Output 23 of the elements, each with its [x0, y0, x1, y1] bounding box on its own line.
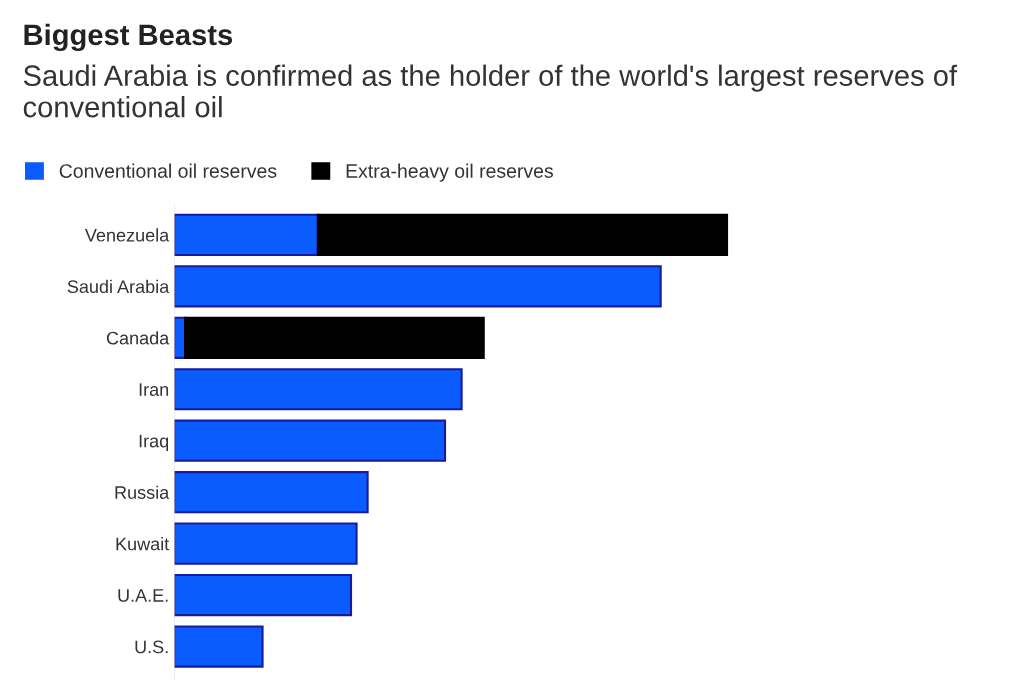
legend-label: Extra-heavy oil reserves	[346, 163, 553, 182]
bar	[174, 471, 369, 514]
y-tick-label: Saudi Arabia	[67, 279, 170, 294]
y-tick-label: U.S.	[135, 640, 168, 654]
chart-subtitle: Saudi Arabia is confirmed as the holder of the world's largest reserves of conventional oil	[23, 64, 958, 118]
bar	[174, 213, 319, 256]
bar	[174, 265, 662, 308]
y-tick-label: Iran	[139, 383, 169, 396]
bar	[174, 368, 463, 411]
bar	[174, 419, 447, 462]
y-tick-label: U.A.E.	[118, 589, 168, 602]
y-tick-label: Canada	[106, 331, 170, 345]
bar	[174, 625, 264, 668]
y-tick-label: Iraq	[139, 434, 169, 451]
bar	[316, 213, 729, 256]
bar	[174, 522, 358, 565]
y-tick-label: Venezuela	[84, 228, 170, 242]
chart-title: Biggest Beasts	[24, 23, 233, 52]
y-tick-label: Russia	[115, 485, 170, 499]
bar	[174, 573, 353, 617]
bar	[184, 316, 485, 359]
y-tick-label: Kuwait	[116, 537, 170, 551]
legend-label: Conventional oil reserves	[59, 163, 277, 178]
